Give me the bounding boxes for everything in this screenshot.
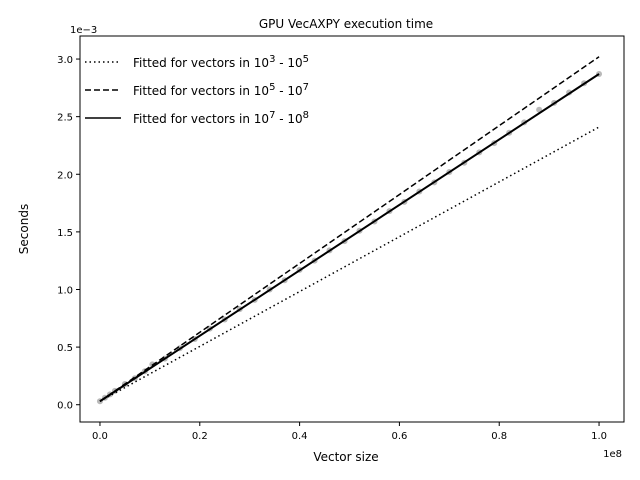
plot-marks <box>96 56 603 405</box>
legend-exponent: 7 <box>269 110 275 121</box>
legend-text-part: - 10 <box>275 56 302 70</box>
legend-exponent: 5 <box>269 82 275 93</box>
series-line-dotted <box>99 126 600 402</box>
x-tick-label: 0.0 <box>92 431 108 442</box>
plot-frame <box>79 35 625 423</box>
legend-text-part: Fitted for vectors in 10 <box>133 84 269 98</box>
chart-title: GPU VecAXPY execution time <box>259 17 433 31</box>
legend-exponent: 3 <box>269 54 275 65</box>
y-tick-label: 1.5 <box>57 228 73 239</box>
x-tick-label: 0.6 <box>391 431 407 442</box>
legend-label: Fitted for vectors in 107 - 108 <box>133 110 309 127</box>
x-tick-label: 0.4 <box>292 431 308 442</box>
y-axis-label: Seconds <box>17 204 31 254</box>
x-tick-label: 0.2 <box>192 431 208 442</box>
legend-text-part: - 10 <box>275 112 302 126</box>
legend-exponent: 5 <box>303 54 309 65</box>
legend-text-part: - 10 <box>275 84 302 98</box>
y-tick-label: 2.0 <box>57 170 73 181</box>
x-axis-label: Vector size <box>313 450 378 464</box>
legend-text-part: Fitted for vectors in 10 <box>133 56 269 70</box>
legend-exponent: 8 <box>303 110 309 121</box>
y-tick-label: 3.0 <box>57 55 73 66</box>
y-tick-label: 1.0 <box>57 285 73 296</box>
legend-text-part: Fitted for vectors in 10 <box>133 112 269 126</box>
y-tick-label: 2.5 <box>57 113 73 124</box>
y-tick-label: 0.0 <box>57 401 73 412</box>
x-tick-label: 1.0 <box>591 431 607 442</box>
x-scale-label: 1e8 <box>603 449 622 460</box>
legend-exponent: 7 <box>303 82 309 93</box>
y-tick-label: 0.5 <box>57 343 73 354</box>
legend-label: Fitted for vectors in 103 - 105 <box>133 54 309 71</box>
series-line-dashed <box>99 56 600 402</box>
series-line-solid <box>99 73 600 403</box>
legend-label: Fitted for vectors in 105 - 107 <box>133 82 309 99</box>
y-scale-label: 1e−3 <box>70 25 97 36</box>
x-tick-label: 0.8 <box>491 431 507 442</box>
